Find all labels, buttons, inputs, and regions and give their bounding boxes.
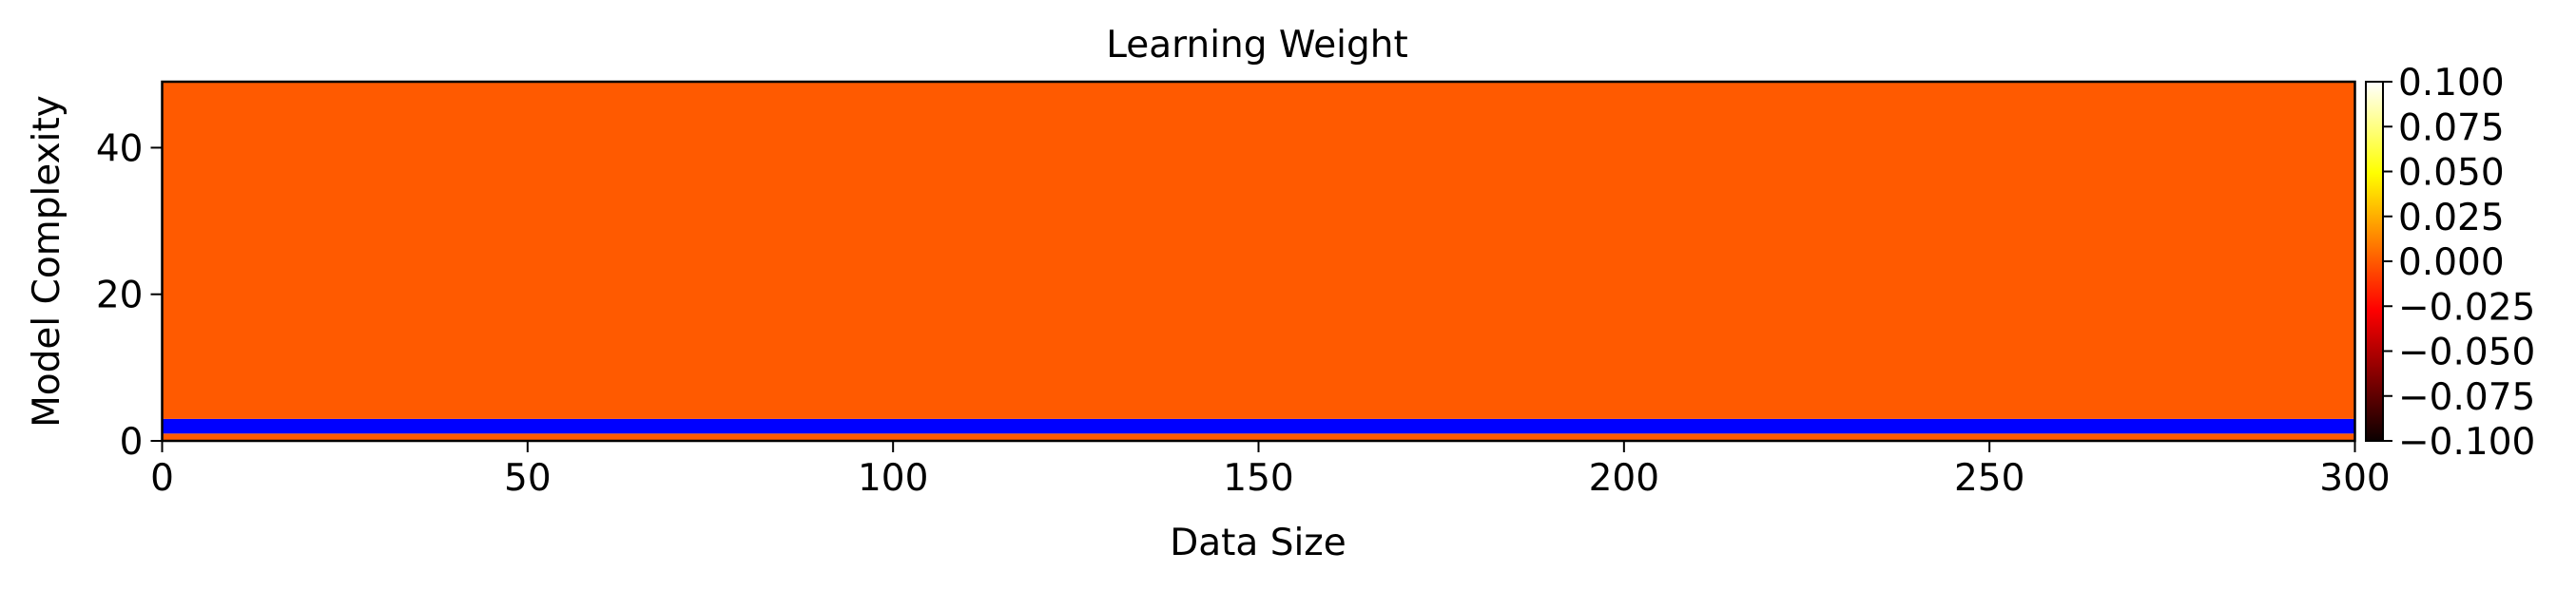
colorbar-tick-label: 0.075 [2398, 106, 2505, 149]
y-tick-label: 40 [96, 127, 144, 170]
colorbar-tick-label: 0.000 [2398, 241, 2505, 284]
colorbar-tick-label: 0.100 [2398, 62, 2505, 105]
colorbar-tick-label: −0.075 [2398, 376, 2535, 419]
x-axis-ticks: 0 50 100 150 200 250 300 [150, 441, 2391, 500]
colorbar-tick-label: −0.025 [2398, 286, 2535, 329]
colorbar-tick-label: −0.050 [2398, 332, 2535, 374]
x-tick-label: 0 [150, 457, 174, 500]
y-axis-ticks: 0 20 40 [96, 127, 163, 464]
chart-title: Learning Weight [1106, 24, 1408, 67]
colorbar-tick-label: 0.025 [2398, 197, 2505, 239]
colorbar-tick-label: 0.050 [2398, 152, 2505, 195]
x-tick-label: 100 [858, 457, 928, 500]
heatmap-bands [162, 82, 2355, 441]
x-tick-label: 300 [2319, 457, 2390, 500]
x-tick-label: 150 [1223, 457, 1293, 500]
x-tick-label: 250 [1954, 457, 2024, 500]
x-tick-label: 50 [504, 457, 552, 500]
y-tick-label: 0 [120, 421, 144, 464]
colorbar-ticks: −0.100−0.075−0.050−0.0250.0000.0250.0500… [2383, 62, 2535, 464]
x-tick-label: 200 [1589, 457, 1659, 500]
colorbar-tick-label: −0.100 [2398, 421, 2535, 464]
y-tick-label: 20 [96, 275, 144, 317]
x-axis-label: Data Size [1170, 522, 1346, 564]
heatmap-band-2 [162, 82, 2355, 419]
heatmap-band-0 [162, 433, 2355, 441]
heatmap-band-1 [162, 418, 2355, 434]
y-axis-label: Model Complexity [26, 95, 68, 428]
colorbar-gradient [2366, 82, 2383, 441]
